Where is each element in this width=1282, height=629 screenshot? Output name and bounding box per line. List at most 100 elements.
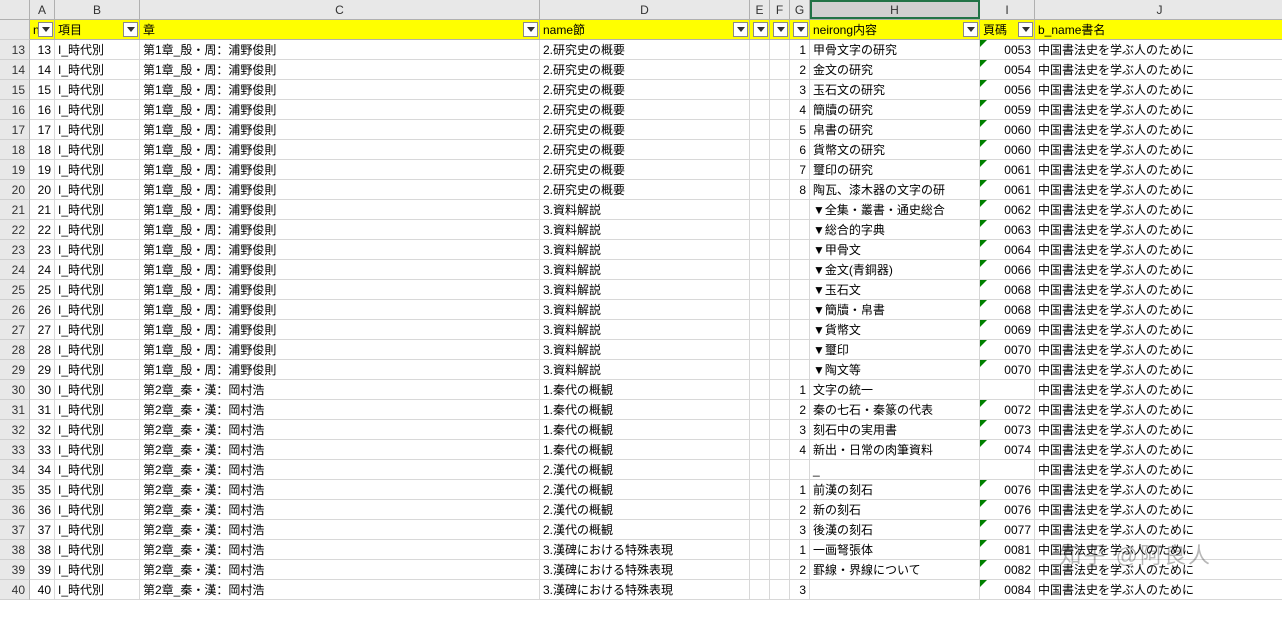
cell-n[interactable]: 37	[30, 520, 55, 540]
row-header[interactable]: 25	[0, 280, 30, 300]
cell-n[interactable]: 35	[30, 480, 55, 500]
row-header[interactable]: 19	[0, 160, 30, 180]
cell-setsu[interactable]: 1.秦代の概観	[540, 440, 750, 460]
cell-komoku[interactable]: I_時代別	[55, 40, 140, 60]
header-cell-H[interactable]: neirong内容	[810, 20, 980, 40]
filter-dropdown-icon[interactable]	[753, 22, 768, 37]
row-header[interactable]: 27	[0, 320, 30, 340]
cell-komoku[interactable]: I_時代別	[55, 320, 140, 340]
cell-g[interactable]: 2	[790, 60, 810, 80]
cell-sho[interactable]: 第1章_殷・周：浦野俊則	[140, 60, 540, 80]
cell-page[interactable]: 0059	[980, 100, 1035, 120]
cell-f[interactable]	[770, 280, 790, 300]
filter-dropdown-icon[interactable]	[123, 22, 138, 37]
cell-setsu[interactable]: 3.資料解説	[540, 300, 750, 320]
cell-sho[interactable]: 第1章_殷・周：浦野俊則	[140, 360, 540, 380]
cell-komoku[interactable]: I_時代別	[55, 80, 140, 100]
cell-neirong[interactable]: 新出・日常の肉筆資料	[810, 440, 980, 460]
cell-page[interactable]: 0082	[980, 560, 1035, 580]
cell-f[interactable]	[770, 480, 790, 500]
cell-setsu[interactable]: 3.資料解説	[540, 360, 750, 380]
cell-bookname[interactable]: 中国書法史を学ぶ人のために	[1035, 440, 1282, 460]
cell-setsu[interactable]: 3.漢碑における特殊表現	[540, 580, 750, 600]
cell-setsu[interactable]: 2.漢代の概観	[540, 480, 750, 500]
cell-e[interactable]	[750, 440, 770, 460]
column-header-G[interactable]: G	[790, 0, 810, 19]
cell-komoku[interactable]: I_時代別	[55, 200, 140, 220]
cell-sho[interactable]: 第1章_殷・周：浦野俊則	[140, 120, 540, 140]
cell-page[interactable]: 0069	[980, 320, 1035, 340]
cell-bookname[interactable]: 中国書法史を学ぶ人のために	[1035, 420, 1282, 440]
cell-n[interactable]: 15	[30, 80, 55, 100]
cell-setsu[interactable]: 1.秦代の概観	[540, 380, 750, 400]
cell-setsu[interactable]: 3.資料解説	[540, 240, 750, 260]
filter-dropdown-icon[interactable]	[773, 22, 788, 37]
cell-n[interactable]: 22	[30, 220, 55, 240]
cell-f[interactable]	[770, 100, 790, 120]
row-header[interactable]: 26	[0, 300, 30, 320]
cell-sho[interactable]: 第1章_殷・周：浦野俊則	[140, 220, 540, 240]
row-header[interactable]: 15	[0, 80, 30, 100]
cell-setsu[interactable]: 1.秦代の概観	[540, 400, 750, 420]
cell-setsu[interactable]: 2.漢代の概観	[540, 460, 750, 480]
cell-komoku[interactable]: I_時代別	[55, 340, 140, 360]
cell-f[interactable]	[770, 220, 790, 240]
cell-sho[interactable]: 第1章_殷・周：浦野俊則	[140, 80, 540, 100]
row-header[interactable]: 23	[0, 240, 30, 260]
cell-f[interactable]	[770, 420, 790, 440]
row-header[interactable]: 35	[0, 480, 30, 500]
cell-neirong[interactable]: ▼甲骨文	[810, 240, 980, 260]
cell-neirong[interactable]: ▼簡牘・帛書	[810, 300, 980, 320]
cell-komoku[interactable]: I_時代別	[55, 540, 140, 560]
cell-komoku[interactable]: I_時代別	[55, 580, 140, 600]
cell-page[interactable]: 0070	[980, 360, 1035, 380]
cell-page[interactable]: 0076	[980, 480, 1035, 500]
cell-n[interactable]: 27	[30, 320, 55, 340]
cell-bookname[interactable]: 中国書法史を学ぶ人のために	[1035, 500, 1282, 520]
cell-bookname[interactable]: 中国書法史を学ぶ人のために	[1035, 160, 1282, 180]
cell-f[interactable]	[770, 340, 790, 360]
cell-page[interactable]: 0072	[980, 400, 1035, 420]
cell-bookname[interactable]: 中国書法史を学ぶ人のために	[1035, 540, 1282, 560]
row-header[interactable]: 39	[0, 560, 30, 580]
cell-bookname[interactable]: 中国書法史を学ぶ人のために	[1035, 280, 1282, 300]
cell-sho[interactable]: 第1章_殷・周：浦野俊則	[140, 160, 540, 180]
cell-g[interactable]	[790, 320, 810, 340]
cell-g[interactable]	[790, 460, 810, 480]
cell-neirong[interactable]: 貨幣文の研究	[810, 140, 980, 160]
cell-e[interactable]	[750, 360, 770, 380]
cell-f[interactable]	[770, 240, 790, 260]
cell-neirong[interactable]: 前漢の刻石	[810, 480, 980, 500]
cell-page[interactable]: 0077	[980, 520, 1035, 540]
header-cell-B[interactable]: 項目	[55, 20, 140, 40]
cell-neirong[interactable]: 刻石中の実用書	[810, 420, 980, 440]
cell-n[interactable]: 16	[30, 100, 55, 120]
cell-n[interactable]: 20	[30, 180, 55, 200]
cell-e[interactable]	[750, 580, 770, 600]
cell-setsu[interactable]: 2.漢代の概観	[540, 500, 750, 520]
cell-komoku[interactable]: I_時代別	[55, 420, 140, 440]
cell-neirong[interactable]: 甲骨文字の研究	[810, 40, 980, 60]
cell-n[interactable]: 23	[30, 240, 55, 260]
cell-e[interactable]	[750, 240, 770, 260]
cell-komoku[interactable]: I_時代別	[55, 460, 140, 480]
cell-e[interactable]	[750, 380, 770, 400]
cell-page[interactable]: 0076	[980, 500, 1035, 520]
cell-bookname[interactable]: 中国書法史を学ぶ人のために	[1035, 100, 1282, 120]
cell-neirong[interactable]: ▼璽印	[810, 340, 980, 360]
column-header-I[interactable]: I	[980, 0, 1035, 19]
cell-setsu[interactable]: 3.漢碑における特殊表現	[540, 540, 750, 560]
cell-bookname[interactable]: 中国書法史を学ぶ人のために	[1035, 60, 1282, 80]
cell-g[interactable]: 7	[790, 160, 810, 180]
cell-f[interactable]	[770, 60, 790, 80]
cell-n[interactable]: 17	[30, 120, 55, 140]
cell-e[interactable]	[750, 540, 770, 560]
cell-f[interactable]	[770, 160, 790, 180]
cell-page[interactable]: 0060	[980, 120, 1035, 140]
cell-page[interactable]: 0081	[980, 540, 1035, 560]
cell-bookname[interactable]: 中国書法史を学ぶ人のために	[1035, 580, 1282, 600]
row-header[interactable]: 17	[0, 120, 30, 140]
cell-komoku[interactable]: I_時代別	[55, 160, 140, 180]
cell-n[interactable]: 25	[30, 280, 55, 300]
cell-g[interactable]: 1	[790, 540, 810, 560]
